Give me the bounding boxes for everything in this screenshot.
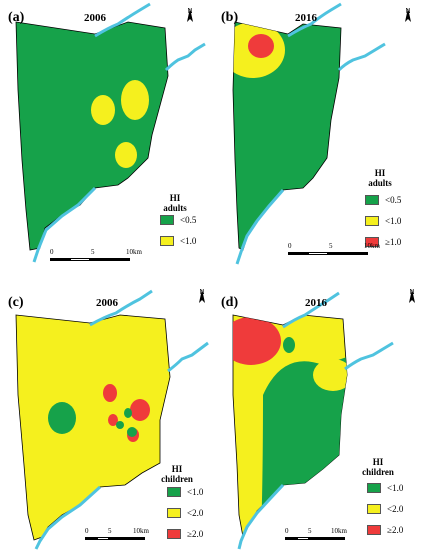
panel-label: (d) xyxy=(221,295,239,310)
legend-title: HI adults xyxy=(163,193,187,213)
scale-bar: 0 5 10km xyxy=(288,242,398,262)
legend-item: ≥2.0 xyxy=(367,525,403,535)
river xyxy=(34,485,102,550)
river xyxy=(167,341,209,373)
legend-title: HI children xyxy=(161,464,193,484)
year-label: 2006 xyxy=(84,12,106,24)
zone-green xyxy=(124,408,132,418)
river xyxy=(94,2,151,38)
north-arrow: N xyxy=(401,8,415,22)
legend-swatch xyxy=(167,529,181,539)
legend-item: ≥1.0 xyxy=(365,237,401,247)
zone-red xyxy=(233,317,281,365)
river xyxy=(287,2,342,38)
river xyxy=(337,42,386,72)
region-map-d xyxy=(232,314,348,539)
year-label: 2016 xyxy=(305,297,327,309)
legend-swatch xyxy=(160,236,174,246)
map-panel-a: (a) 2006 N HI adults <0.5 <1.0 0 5 10km xyxy=(0,0,213,275)
scale-bar: 0 5 10km xyxy=(50,248,160,268)
north-arrow-icon xyxy=(187,8,193,22)
legend-title: HI children xyxy=(362,457,394,477)
zone-red xyxy=(108,414,118,426)
north-arrow: N xyxy=(195,289,209,303)
legend-swatch xyxy=(167,487,181,497)
zone-yellow xyxy=(91,95,115,125)
legend-swatch xyxy=(160,215,174,225)
legend-item: <0.5 xyxy=(365,195,401,205)
river xyxy=(89,289,153,327)
zone-yellow xyxy=(115,142,137,168)
river xyxy=(32,186,97,263)
legend-swatch xyxy=(365,237,379,247)
map-d xyxy=(232,291,394,550)
north-arrow: N xyxy=(405,289,419,303)
legend-item: <1.0 xyxy=(365,216,401,226)
panel-label: (c) xyxy=(8,295,24,310)
zone-yellow xyxy=(121,80,149,120)
panel-label: (b) xyxy=(221,10,239,25)
legend-swatch xyxy=(367,504,381,514)
legend-item: <1.0 xyxy=(367,483,403,493)
region-map-a xyxy=(15,21,169,251)
zone-green xyxy=(127,427,137,437)
zone-red xyxy=(103,384,117,402)
river xyxy=(235,189,285,265)
map-panel-d: (d) 2016 N HI children <1.0 <2.0 ≥2.0 0 … xyxy=(213,275,427,550)
panel-label: (a) xyxy=(8,10,25,25)
legend-item: <1.0 xyxy=(160,236,196,246)
map-a xyxy=(15,2,206,263)
zone-yellow xyxy=(313,359,347,391)
river xyxy=(237,483,285,550)
north-arrow-icon xyxy=(405,8,411,22)
zone-green xyxy=(283,337,295,353)
legend-item: <1.0 xyxy=(167,487,203,497)
river xyxy=(344,341,394,371)
north-arrow-icon xyxy=(199,289,205,303)
year-label: 2016 xyxy=(295,12,317,24)
legend-swatch xyxy=(367,483,381,493)
zone-green xyxy=(116,421,124,429)
legend-title: HI adults xyxy=(368,168,392,188)
north-arrow: N xyxy=(183,8,197,22)
river xyxy=(282,291,340,329)
legend-swatch xyxy=(367,525,381,535)
legend-swatch xyxy=(167,508,181,518)
year-label: 2006 xyxy=(96,297,118,309)
legend-item: ≥2.0 xyxy=(167,529,203,539)
north-arrow-icon xyxy=(409,289,415,303)
region-map-c xyxy=(15,314,171,541)
zone-red xyxy=(130,399,150,421)
legend-swatch xyxy=(365,195,379,205)
scale-bar: 0 5 10km xyxy=(85,527,195,547)
map-panel-b: (b) 2016 N HI adults <0.5 <1.0 ≥1.0 0 5 … xyxy=(213,0,427,275)
river xyxy=(164,42,206,72)
map-b xyxy=(232,2,386,265)
legend-item: <2.0 xyxy=(367,504,403,514)
legend-item: <0.5 xyxy=(160,215,196,225)
zone-red xyxy=(248,34,274,58)
zone-green xyxy=(48,402,76,434)
map-panel-c: (c) 2006 N HI children <1.0 <2.0 ≥2.0 0 … xyxy=(0,275,213,550)
region-map-b xyxy=(232,21,342,251)
legend-item: <2.0 xyxy=(167,508,203,518)
scale-bar: 0 5 10km xyxy=(285,527,365,547)
map-c xyxy=(15,289,209,550)
legend-swatch xyxy=(365,216,379,226)
